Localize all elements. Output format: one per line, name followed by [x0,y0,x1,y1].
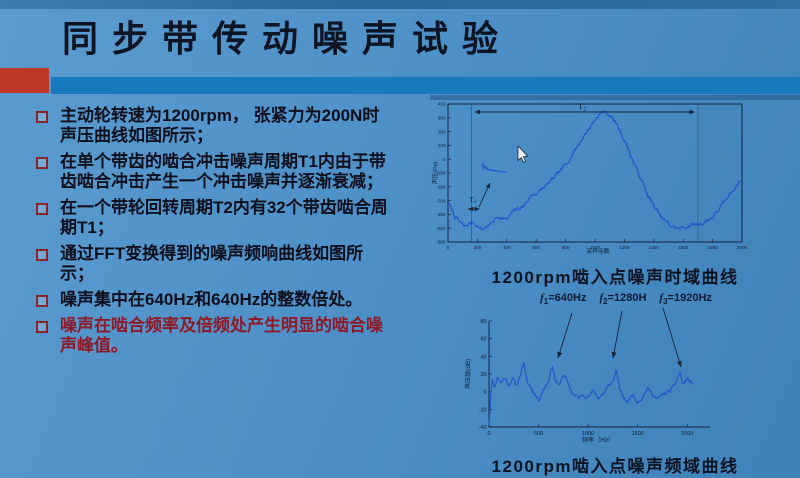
svg-text:200: 200 [474,245,482,250]
bullet-text: 在一个带轮回转周期T2内有32个带齿啮合周期T1； [60,198,388,237]
bullet-item: 通过FFT变换得到的噪声频响曲线如图所示； [36,244,388,284]
svg-text:1400: 1400 [649,245,660,250]
bullet-text: 通过FFT变换得到的噪声频响曲线如图所示； [60,244,364,283]
svg-text:0: 0 [484,390,487,396]
y-axis-label: 声压级(dB) [464,359,472,389]
t1-label: T1 [469,195,477,205]
bullet-marker-icon [36,321,48,333]
freq-peak-label-2: f2=1280H [599,292,647,307]
svg-text:-20: -20 [479,407,487,413]
top-strip [0,0,800,9]
svg-text:800: 800 [562,245,570,250]
svg-text:200: 200 [438,129,446,134]
chart-image-edge [430,95,800,100]
svg-text:-200: -200 [436,185,446,190]
peak-arrow-1920 [662,307,682,368]
signal-curve [488,362,693,426]
bullet-item: 在一个带轮回转周期T2内有32个带齿啮合周期T1； [36,198,388,238]
bullet-text: 噪声在啮合频率及倍频处产生明显的啮合噪声峰值。 [60,316,383,355]
t2-label: T2 [578,101,586,113]
bullet-marker-icon [36,295,48,307]
mouse-cursor [517,144,529,163]
svg-text:1000: 1000 [590,245,601,250]
svg-text:60: 60 [481,337,487,343]
bullet-marker-icon [36,249,48,261]
bullet-marker-icon [36,203,48,215]
page-title: 同步带传动噪声试验 [62,19,513,59]
bullet-marker-icon [36,157,48,169]
bullet-text: 在单个带齿的啮合冲击噪声周期T1内由于带齿啮合冲击产生一个冲击噪声并逐渐衰减； [60,152,386,191]
time-chart-caption: 1200rpm啮入点噪声时域曲线 [491,268,739,287]
svg-text:400: 400 [438,102,446,107]
svg-text:1600: 1600 [678,245,689,250]
y-axis-label: 声压(Pa) [431,162,439,185]
svg-text:80: 80 [481,319,487,325]
peak-arrow-640 [557,312,573,359]
divider-red-block [0,68,49,93]
svg-text:20: 20 [481,372,487,378]
svg-text:500: 500 [534,431,543,437]
svg-text:300: 300 [438,116,446,121]
freq-peak-label-1: f1=640Hz [540,292,587,307]
x-axis-label: 采样点数 [586,247,609,255]
bullet-text: 主动轮转速为1200rpm， 张紧力为200N时声压曲线如图所示； [60,106,380,145]
freq-peak-label-3: f3=1920Hz [659,292,712,307]
svg-text:-400: -400 [436,212,446,217]
x-axis-label: 频率（Hz） [582,436,614,444]
bullet-text: 噪声集中在640Hz和640Hz的整数倍处。 [60,290,363,309]
svg-text:2000: 2000 [681,431,693,437]
freq-chart-caption: 1200rpm啮入点噪声频域曲线 [491,457,739,476]
peak-arrow-1280 [611,310,623,359]
svg-text:-300: -300 [436,198,446,203]
divider-blue-bar [51,77,800,94]
bullet-marker-icon [36,111,48,123]
bullet-list: 主动轮转速为1200rpm， 张紧力为200N时声压曲线如图所示； 在单个带齿的啮… [36,106,388,362]
svg-text:-600: -600 [436,240,446,245]
svg-text:1000: 1000 [582,431,594,437]
svg-text:1800: 1800 [707,245,718,250]
svg-text:0: 0 [488,431,491,437]
svg-text:600: 600 [532,245,540,250]
signal-curve [447,110,743,231]
inset-pointer-arrow [478,182,491,208]
svg-text:100: 100 [438,143,446,148]
svg-text:-500: -500 [436,226,446,231]
impact-noise-inset-curve [481,162,508,173]
svg-text:1500: 1500 [632,431,644,437]
svg-text:40: 40 [481,354,487,360]
svg-text:-100: -100 [436,171,446,176]
svg-text:2000: 2000 [737,245,748,250]
bullet-item: 噪声在啮合频率及倍频处产生明显的啮合噪声峰值。 [36,316,388,356]
svg-text:1200: 1200 [619,245,630,250]
svg-text:0: 0 [447,245,450,250]
svg-text:0: 0 [443,157,446,162]
svg-text:-40: -40 [479,425,487,431]
bullet-item: 噪声集中在640Hz和640Hz的整数倍处。 [36,290,388,310]
frequency-peak-labels: f1=640Hz f2=1280H f3=1920Hz [430,292,800,306]
bullet-item: 在单个带齿的啮合冲击噪声周期T1内由于带齿啮合冲击产生一个冲击噪声并逐渐衰减； [36,152,388,192]
svg-text:400: 400 [503,245,511,250]
bullet-item: 主动轮转速为1200rpm， 张紧力为200N时声压曲线如图所示； [36,106,388,146]
